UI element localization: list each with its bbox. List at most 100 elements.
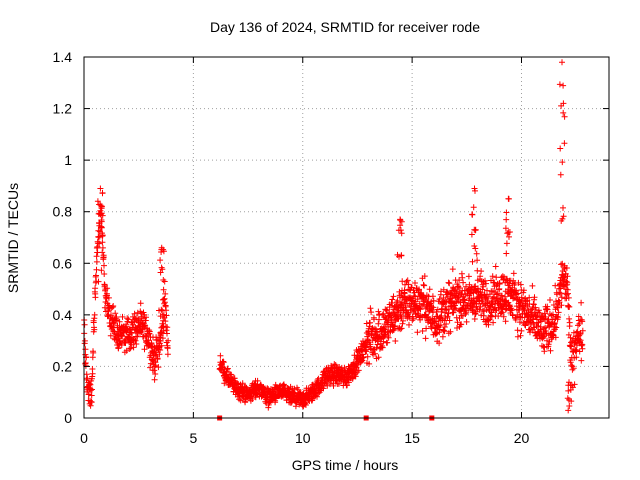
data-point: [164, 345, 171, 352]
data-point: [531, 294, 538, 301]
data-point: [473, 250, 480, 257]
data-point: [518, 297, 525, 304]
data-point: [237, 397, 244, 404]
data-point: [567, 359, 574, 366]
data-point: [375, 354, 382, 361]
x-tick-label: 20: [514, 430, 530, 446]
data-point: [151, 376, 158, 383]
data-point: [95, 278, 102, 285]
data-point: [549, 331, 556, 338]
data-point: [228, 371, 235, 378]
data-point: [575, 322, 581, 329]
data-point: [547, 297, 553, 303]
data-point: [559, 59, 565, 66]
data-point: [389, 296, 396, 303]
data-point: [385, 317, 392, 324]
data-point: [96, 240, 103, 247]
data-point: [450, 309, 457, 316]
data-point: [503, 209, 510, 216]
data-point: [564, 279, 571, 286]
data-point: [578, 342, 585, 349]
data-point: [234, 380, 241, 387]
data-point: [566, 303, 573, 310]
data-point: [469, 258, 476, 265]
data-point: [489, 301, 496, 308]
data-point: [98, 205, 105, 212]
data-point: [486, 316, 493, 323]
data-point: [472, 227, 479, 234]
data-point: [272, 399, 279, 406]
data-point: [573, 354, 580, 361]
data-point: [579, 327, 586, 334]
data-point: [576, 348, 583, 355]
data-point: [579, 345, 586, 352]
data-point: [458, 321, 465, 328]
data-point: [471, 243, 478, 249]
data-point: [100, 254, 107, 261]
data-point: [159, 335, 166, 342]
data-point: [99, 244, 106, 251]
data-point: [560, 82, 567, 89]
data-point: [494, 290, 501, 297]
data-point: [302, 402, 309, 408]
data-point: [551, 320, 558, 326]
data-point: [395, 305, 402, 312]
x-tick-label: 10: [295, 430, 311, 446]
data-point: [141, 346, 148, 353]
data-point: [437, 322, 444, 328]
data-point: [220, 359, 227, 366]
data-point: [477, 273, 484, 280]
data-point: [477, 303, 484, 310]
data-point: [503, 250, 510, 257]
data-point: [472, 283, 479, 290]
data-point: [476, 306, 483, 313]
data-point: [165, 337, 172, 344]
data-point: [533, 313, 540, 320]
data-point: [436, 326, 443, 333]
data-point: [507, 277, 514, 284]
y-tick-label: 0.2: [53, 358, 73, 374]
data-points: [81, 59, 586, 421]
data-point: [502, 318, 509, 325]
data-point: [540, 334, 546, 341]
x-tick-label: 15: [404, 430, 420, 446]
data-point: [573, 347, 580, 354]
data-point: [579, 318, 586, 325]
y-tick-label: 0: [64, 410, 72, 426]
data-point: [399, 278, 406, 285]
data-point: [127, 345, 134, 352]
data-point: [98, 218, 105, 225]
data-point: [367, 319, 373, 326]
data-point: [489, 273, 496, 280]
data-point: [157, 313, 164, 320]
y-axis-label: SRMTID / TECUs: [5, 183, 21, 293]
data-point: [352, 373, 359, 380]
data-point: [161, 278, 168, 285]
data-point: [452, 305, 459, 312]
data-point: [470, 204, 477, 211]
data-point: [81, 321, 88, 328]
data-point: [468, 231, 475, 238]
data-point: [456, 277, 463, 284]
data-point: [406, 321, 412, 328]
data-point: [375, 308, 382, 315]
data-point: [101, 262, 107, 269]
data-point: [143, 314, 149, 321]
data-point: [559, 215, 566, 222]
data-point: [320, 385, 327, 392]
data-point: [252, 394, 259, 401]
data-point: [557, 171, 564, 178]
data-point: [441, 324, 448, 330]
data-point: [560, 100, 567, 107]
data-point: [567, 382, 574, 389]
data-point: [355, 367, 362, 374]
data-point: [377, 335, 384, 342]
data-point: [502, 293, 508, 300]
data-point: [440, 327, 447, 334]
data-point: [578, 357, 585, 364]
data-point: [503, 216, 510, 223]
data-point: [412, 280, 418, 286]
data-point: [390, 293, 397, 300]
data-point: [541, 310, 548, 317]
data-point: [496, 281, 503, 287]
